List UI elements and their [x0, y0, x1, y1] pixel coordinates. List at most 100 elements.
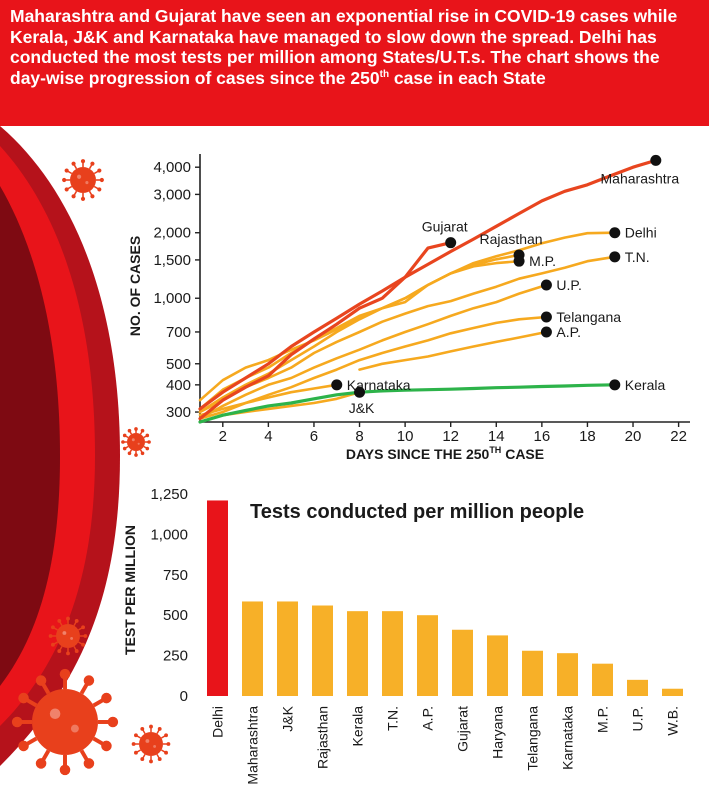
x-tick-label: 22 — [670, 428, 687, 445]
endpoint-marker — [650, 154, 662, 166]
series-line-tn — [198, 255, 617, 414]
series-line-telangana — [198, 315, 548, 420]
series-label: Kerala — [625, 377, 666, 393]
x-axis-title-tail: CASE — [501, 446, 544, 462]
series-line-up — [198, 283, 548, 420]
headline-text: Maharashtra and Gujarat have seen an exp… — [10, 6, 700, 88]
x-axis-title-sup: TH — [489, 445, 501, 455]
bar-ap — [417, 615, 438, 696]
x-axis-title-main: DAYS SINCE THE 250 — [346, 446, 490, 462]
y-tick-label: 300 — [166, 404, 191, 421]
y-tick-label: 500 — [163, 607, 188, 624]
bar-mp — [592, 663, 613, 696]
series-label: M.P. — [529, 253, 556, 269]
tests-bar-chart: 0 250 500 750 1,000 1,250 TEST PER MILLION Test… — [122, 486, 683, 785]
left-swoosh — [0, 126, 120, 766]
endpoint-marker — [354, 386, 366, 398]
series-label: Maharashtra — [601, 170, 680, 186]
series-label: A.P. — [556, 324, 581, 340]
coronavirus-icon — [121, 427, 151, 457]
series-line-karnataka — [198, 383, 339, 417]
series-line-gujarat — [198, 241, 453, 421]
chart-title: Tests conducted per million people — [250, 501, 584, 523]
x-tick-label: 2 — [219, 428, 227, 445]
y-tick-label: 3,000 — [153, 186, 191, 203]
headline-sup: th — [379, 68, 390, 80]
bar-maharashtra — [242, 601, 263, 696]
category-label: Maharashtra — [245, 706, 261, 785]
series-label: T.N. — [625, 249, 650, 265]
category-label: Haryana — [490, 706, 506, 759]
coronavirus-icon — [11, 668, 119, 776]
x-tick-label: 4 — [264, 428, 272, 445]
x-tick-label: 6 — [310, 428, 318, 445]
bar-up — [627, 679, 648, 696]
category-label: Kerala — [350, 706, 366, 747]
x-tick-label: 18 — [579, 428, 596, 445]
series-line-mp — [198, 259, 521, 402]
category-label: A.P. — [420, 706, 436, 731]
category-label: T.N. — [385, 706, 401, 731]
series-label: U.P. — [556, 277, 581, 293]
y-tick-label: 750 — [163, 567, 188, 584]
y-tick-label: 1,250 — [150, 486, 188, 503]
series-label: Gujarat — [422, 219, 468, 235]
y-tick-label: 700 — [166, 324, 191, 341]
decoration-layer — [0, 126, 171, 776]
series-line-maharashtra — [198, 158, 658, 411]
bar-delhi — [207, 500, 228, 696]
series-line-kerala — [198, 383, 617, 424]
bar-jk — [277, 601, 298, 696]
coronavirus-icon — [131, 724, 171, 764]
series-label: J&K — [349, 400, 375, 416]
endpoint-marker — [540, 326, 552, 338]
x-tick-label: 10 — [397, 428, 414, 445]
swoosh-deep — [0, 186, 60, 686]
coronavirus-icon — [48, 616, 88, 656]
y-tick-label: 1,500 — [153, 252, 191, 269]
bar-rajasthan — [312, 605, 333, 696]
x-tick-label: 8 — [355, 428, 363, 445]
bar-haryana — [487, 635, 508, 696]
endpoint-marker — [445, 237, 457, 249]
headline-main: Maharashtra and Gujarat have seen an exp… — [10, 6, 678, 88]
y-tick-label: 0 — [180, 688, 188, 705]
endpoint-marker — [609, 379, 621, 391]
x-tick-label: 16 — [534, 428, 551, 445]
y-tick-label: 4,000 — [153, 159, 191, 176]
category-label: W.B. — [665, 706, 681, 736]
y-tick-label: 400 — [166, 377, 191, 394]
category-label: Delhi — [210, 706, 226, 738]
bar-tn — [382, 611, 403, 696]
bar-kerala — [347, 611, 368, 696]
category-label: U.P. — [630, 706, 646, 731]
y-axis-title: NO. OF CASES — [127, 236, 143, 336]
bar-telangana — [522, 650, 543, 696]
bar-gujarat — [452, 629, 473, 696]
category-label: Rajasthan — [315, 706, 331, 769]
cases-line-chart: 300 400 500 700 1,000 1,500 2,000 3,000 4,000 2 4 6… — [127, 154, 690, 462]
y-tick-label: 1,000 — [150, 526, 188, 543]
series-line-ap — [358, 330, 548, 371]
y-tick-label: 1,000 — [153, 290, 191, 307]
y-tick-label: 500 — [166, 356, 191, 373]
endpoint-marker — [513, 255, 525, 267]
x-tick-label: 12 — [442, 428, 459, 445]
category-label: M.P. — [595, 706, 611, 733]
endpoint-marker — [609, 227, 621, 239]
endpoint-marker — [540, 311, 552, 323]
header-banner — [0, 0, 709, 126]
series-label: Delhi — [625, 225, 657, 241]
category-label: J&K — [280, 705, 296, 731]
series-label: Rajasthan — [480, 231, 543, 247]
y-axis-title: TEST PER MILLION — [122, 525, 138, 655]
x-tick-label: 20 — [625, 428, 642, 445]
series-label: Telangana — [556, 309, 621, 325]
category-label: Telangana — [525, 706, 541, 771]
y-tick-label: 2,000 — [153, 225, 191, 242]
bar-wb — [662, 688, 683, 696]
endpoint-marker — [331, 379, 343, 391]
headline-tail: case in each State — [389, 67, 546, 88]
category-label: Karnataka — [560, 706, 576, 770]
y-tick-label: 250 — [163, 648, 188, 665]
